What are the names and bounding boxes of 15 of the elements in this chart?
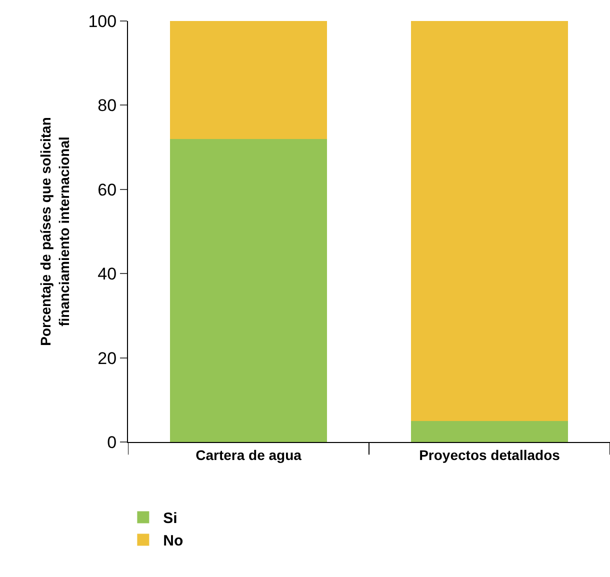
x-tick-label: Proyectos detallados: [419, 446, 560, 463]
legend-label: Si: [163, 510, 178, 528]
y-tick-label: 0: [107, 432, 117, 452]
legend-label: No: [163, 532, 184, 550]
y-tick-label: 80: [98, 96, 117, 116]
y-tick-label: 20: [98, 348, 117, 368]
bar: [170, 21, 327, 139]
x-tick-label: Cartera de agua: [196, 446, 302, 463]
y-tick-label: 100: [88, 12, 117, 31]
y-axis-title: Porcentaje de países que solicitan financiamiento internacional: [38, 117, 72, 346]
bar: [170, 138, 327, 442]
bar: [411, 21, 568, 421]
bar: [411, 420, 568, 442]
y-tick-label: 40: [98, 264, 117, 284]
y-tick-label: 60: [98, 180, 117, 200]
